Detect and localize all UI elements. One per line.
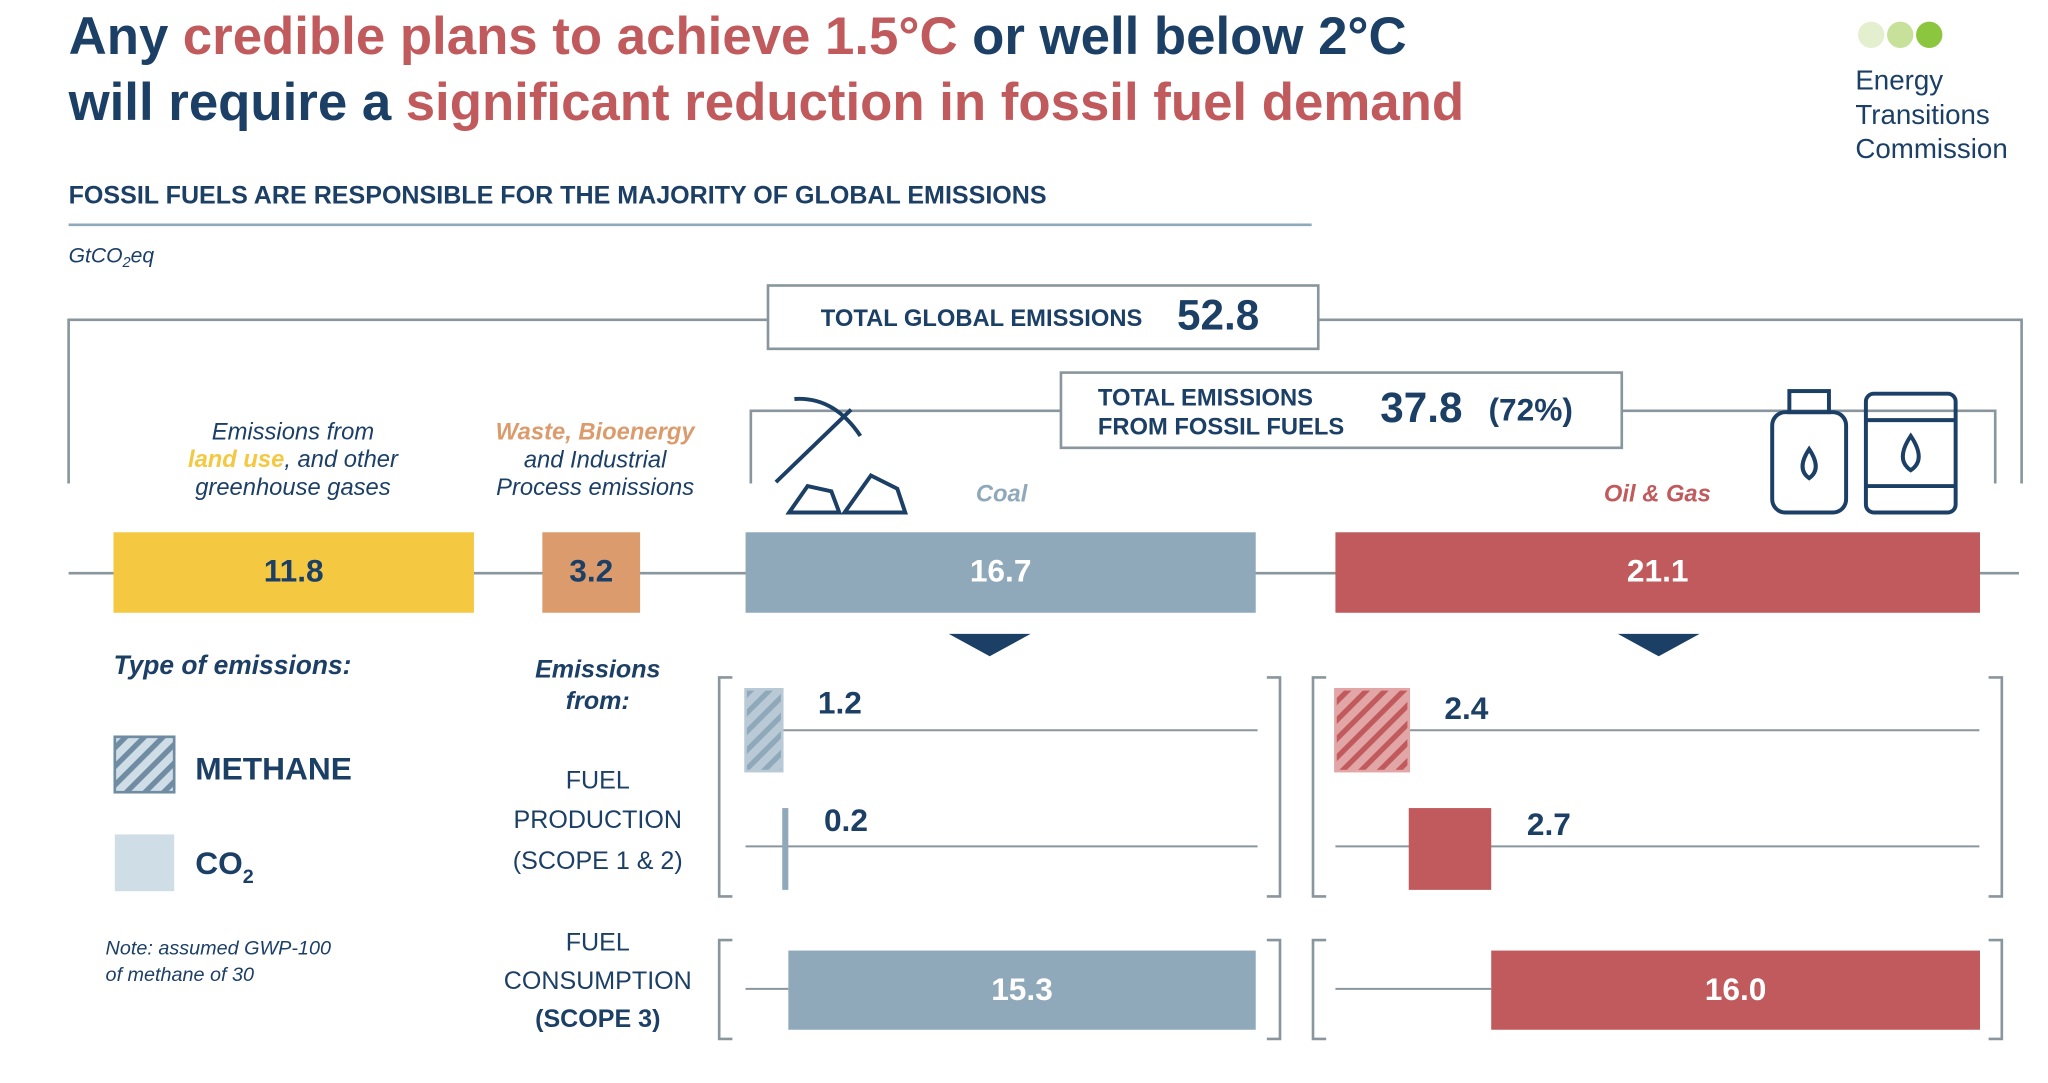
subtitle: FOSSIL FUELS ARE RESPONSIBLE FOR THE MAJ… bbox=[69, 182, 1047, 210]
bar bbox=[542, 532, 641, 613]
legend-label: CO2 bbox=[195, 845, 254, 888]
category-label: Oil & Gas bbox=[1604, 481, 1711, 508]
value-label: 2.4 bbox=[1444, 690, 1488, 726]
icons bbox=[774, 389, 1958, 515]
value-label: 1.2 bbox=[818, 684, 862, 720]
category-label: Coal bbox=[976, 481, 1028, 508]
consumption-bar bbox=[788, 950, 1256, 1030]
category-label: Emissions from bbox=[212, 419, 374, 446]
note: of methane of 30 bbox=[106, 964, 254, 986]
row-label: FUEL bbox=[566, 929, 630, 957]
row-label: CONSUMPTION bbox=[504, 967, 692, 995]
arrow bbox=[948, 633, 1031, 657]
fossil-share: (72%) bbox=[1488, 392, 1572, 428]
logo-text: Transitions bbox=[1855, 99, 1989, 130]
bar bbox=[1335, 532, 1980, 613]
fossil-box bbox=[1059, 371, 1624, 450]
fossil-value: 37.8 bbox=[1380, 384, 1462, 431]
title-segment: credible plans to achieve 1.5°C bbox=[183, 7, 958, 66]
title-segment: Any bbox=[69, 7, 169, 66]
logo-text: Commission bbox=[1855, 133, 2007, 164]
total-label: TOTAL GLOBAL EMISSIONS bbox=[821, 305, 1143, 332]
fossil-label: TOTAL EMISSIONS bbox=[1098, 384, 1313, 411]
category-label: greenhouse gases bbox=[195, 474, 391, 501]
unit: GtCO2eq bbox=[69, 244, 155, 271]
logo: Energy Transitions Commission bbox=[1855, 21, 2008, 164]
value-label: 16.7 bbox=[970, 553, 1032, 589]
value-label: 3.2 bbox=[569, 553, 613, 589]
row-label: (SCOPE 1 & 2) bbox=[513, 847, 683, 875]
category-label: and Industrial bbox=[524, 446, 667, 473]
fossil-label: FROM FOSSIL FUELS bbox=[1098, 413, 1344, 440]
bar bbox=[745, 532, 1256, 613]
title-line: will require a significant reduction in f… bbox=[68, 73, 1464, 132]
breakdown-frames bbox=[717, 676, 2004, 1041]
legend-swatch bbox=[113, 735, 176, 794]
consumption-bar bbox=[1491, 950, 1980, 1030]
brackets bbox=[67, 318, 2023, 484]
value-label: 2.7 bbox=[1527, 806, 1571, 842]
logo-text: Energy bbox=[1855, 65, 1943, 96]
legend-title: Type of emissions: bbox=[113, 650, 351, 680]
production-bar bbox=[1408, 808, 1492, 890]
row-label: (SCOPE 3) bbox=[535, 1005, 660, 1033]
title-segment: significant reduction in fossil fuel dem… bbox=[406, 73, 1464, 132]
value-label: 15.3 bbox=[991, 971, 1053, 1007]
legend-label: METHANE bbox=[195, 750, 352, 786]
row-label: Emissions bbox=[535, 655, 660, 683]
bar bbox=[113, 532, 474, 613]
title-line: Any credible plans to achieve 1.5°C or wel… bbox=[69, 7, 1407, 66]
row-label: FUEL bbox=[566, 766, 630, 794]
total-box bbox=[766, 284, 1320, 351]
row-label: from: bbox=[566, 687, 630, 715]
note: Note: assumed GWP-100 bbox=[106, 937, 331, 959]
value-label: 11.8 bbox=[264, 553, 324, 589]
total-value: 52.8 bbox=[1177, 292, 1259, 339]
legend-swatch bbox=[114, 834, 175, 892]
category-label: Process emissions bbox=[496, 474, 694, 501]
category-label: land use, and other bbox=[188, 446, 399, 473]
row-label: PRODUCTION bbox=[514, 806, 682, 834]
arrow bbox=[1617, 633, 1700, 657]
methane-bar bbox=[744, 687, 784, 773]
value-label: 16.0 bbox=[1705, 971, 1767, 1007]
category-label: Waste, Bioenergy bbox=[496, 419, 697, 446]
title-segment: will require a bbox=[68, 73, 392, 132]
production-bar bbox=[782, 808, 789, 890]
value-label: 21.1 bbox=[1627, 553, 1689, 589]
methane-bar bbox=[1334, 687, 1411, 773]
value-label: 0.2 bbox=[824, 802, 868, 838]
title-segment: or well below 2°C bbox=[972, 7, 1407, 66]
